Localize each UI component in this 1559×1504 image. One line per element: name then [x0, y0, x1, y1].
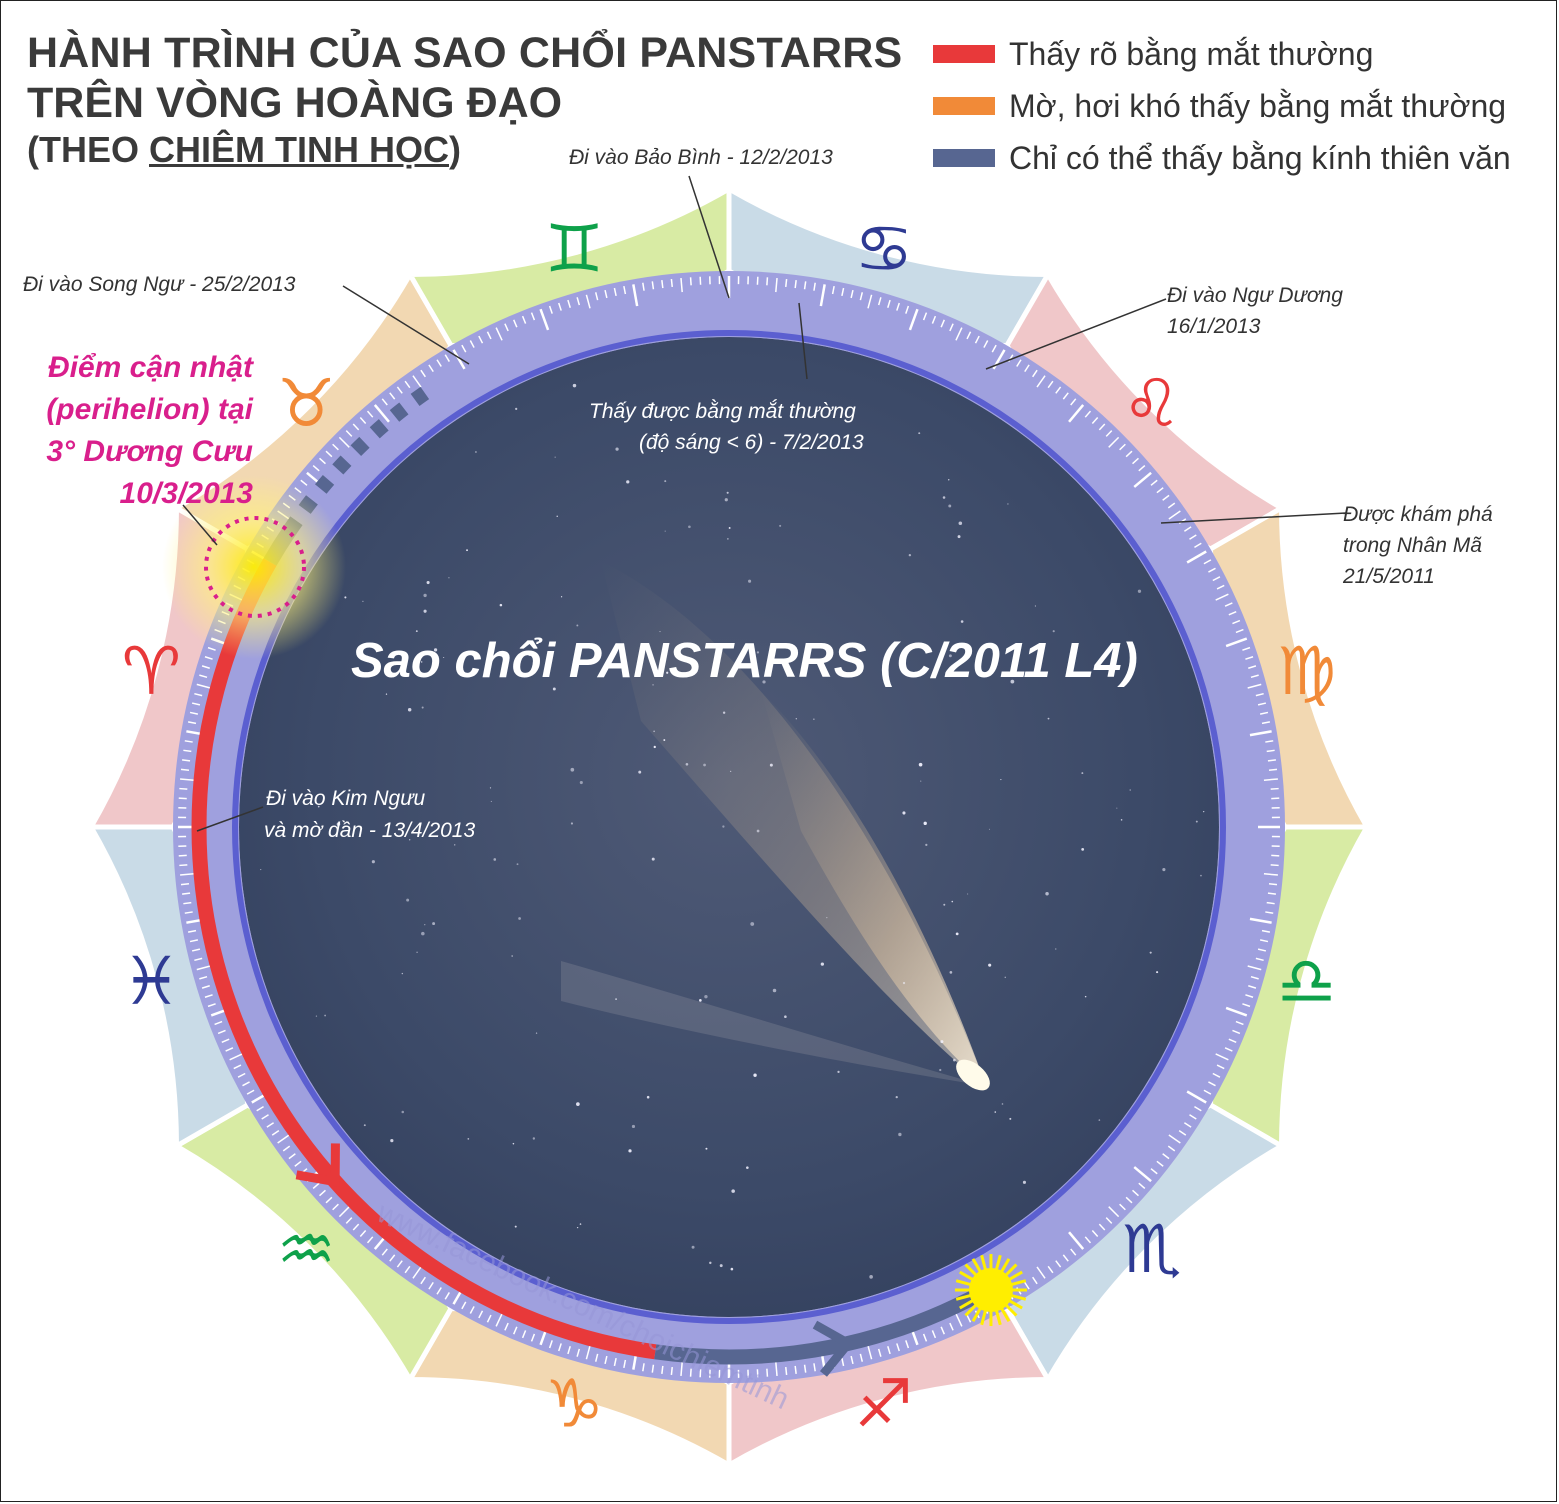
perihelion-line: 3° Dương Cưu	[46, 435, 253, 468]
annotation-taurus-entry: Đi vào Kim Ngưu	[266, 787, 426, 810]
capricorn-glyph-icon: ♑	[545, 1366, 604, 1443]
taurus-glyph-icon: ♉	[277, 365, 336, 442]
annotation-aquarius-entry: Đi vào Bảo Bình - 12/2/2013	[569, 146, 833, 169]
subtitle-close: )	[449, 129, 461, 170]
annotation-discovered-place: trong Nhân Mã	[1343, 534, 1482, 557]
zodiac-glyphs: ♈ ♉ ♊ ♋ ♌ ♍ ♎ ♏ ♐ ♑ ♒ ♓	[122, 210, 1336, 1442]
path-visible-segment	[191, 826, 657, 1360]
legend-item-telescope: Chỉ có thể thấy bằng kính thiên văn	[933, 138, 1511, 178]
page-title: HÀNH TRÌNH CỦA SAO CHỔI PANSTARRS	[27, 29, 903, 77]
annotation-naked-eye-date: (độ sáng < 6) - 7/2/2013	[639, 431, 864, 454]
subtitle-open: (THEO	[27, 129, 149, 170]
annotation-taurus-fade: và mờ dần - 13/4/2013	[264, 819, 476, 842]
annotation-naked-eye: Thấy được bằng mắt thường	[589, 400, 856, 423]
leo-glyph-icon: ♌	[1122, 365, 1181, 442]
perihelion-line: Điểm cận nhật	[47, 351, 253, 384]
aries-glyph-icon: ♈	[122, 633, 181, 710]
perihelion-marker	[204, 516, 306, 618]
page-subtitle: (THEO CHIÊM TINH HỌC)	[27, 129, 461, 171]
annotation-pisces-entry: Đi vào Song Ngư - 25/2/2013	[23, 273, 296, 296]
legend-label: Thấy rõ bằng mắt thường	[1009, 35, 1374, 72]
cancer-glyph-icon: ♋	[854, 210, 913, 287]
legend-label: Chỉ có thể thấy bằng kính thiên văn	[1009, 139, 1511, 176]
sagittarius-glyph-icon: ♐	[854, 1366, 913, 1443]
direction-arrow-icon	[812, 1320, 856, 1377]
virgo-glyph-icon: ♍	[1277, 633, 1336, 710]
libra-glyph-icon: ♎	[1277, 943, 1336, 1020]
legend-swatch-telescope	[933, 149, 995, 167]
perihelion-label: Điểm cận nhật (perihelion) tại 3° Dương …	[15, 347, 253, 515]
annotation-discovered: Được khám phá	[1343, 503, 1493, 526]
legend-item-visible: Thấy rõ bằng mắt thường	[933, 34, 1373, 74]
degree-ticks	[178, 276, 1280, 1378]
legend-swatch-visible	[933, 45, 995, 63]
comet-photo	[239, 337, 1219, 1317]
perihelion-line: (perihelion) tại	[46, 393, 253, 426]
legend-swatch-faint	[933, 97, 995, 115]
pisces-glyph-icon: ♓	[122, 943, 181, 1020]
gemini-glyph-icon: ♊	[545, 210, 604, 287]
aquarius-glyph-icon: ♒	[277, 1211, 336, 1288]
legend-item-faint: Mờ, hơi khó thấy bằng mắt thường	[933, 86, 1506, 126]
discovery-sun-icon	[954, 1254, 1027, 1327]
perihelion-date: 10/3/2013	[119, 477, 253, 510]
direction-arrow-icon	[295, 1143, 340, 1188]
comet-title: Sao chổi PANSTARRS (C/2011 L4)	[351, 634, 1138, 688]
page-title-line-2: TRÊN VÒNG HOÀNG ĐẠO	[27, 79, 563, 127]
perihelion-glow	[162, 475, 346, 659]
subtitle-link[interactable]: CHIÊM TINH HỌC	[149, 129, 449, 170]
scale-inner-edge	[232, 330, 1226, 1324]
annotation-discovered-date: 21/5/2011	[1343, 565, 1435, 588]
annotation-capricorn-date: 16/1/2013	[1167, 315, 1261, 338]
legend-label: Mờ, hơi khó thấy bằng mắt thường	[1009, 87, 1507, 124]
scorpio-glyph-icon: ♏	[1122, 1211, 1181, 1288]
annotation-capricorn-entry: Đi vào Ngư Dương	[1167, 284, 1343, 307]
path-telescope-segment	[654, 1279, 998, 1365]
leader-lines	[182, 175, 1347, 832]
